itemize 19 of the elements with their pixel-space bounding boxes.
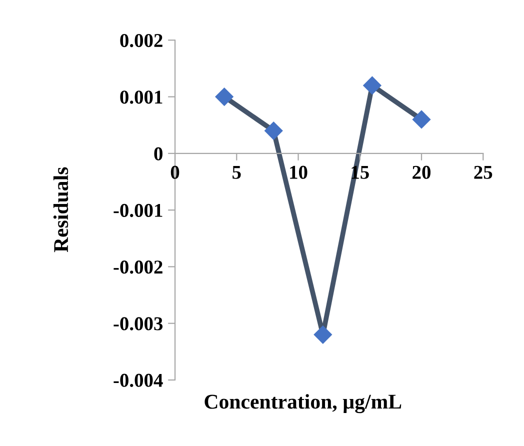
x-axis-title: Concentration, µg/mL bbox=[204, 394, 402, 414]
point bbox=[314, 325, 332, 344]
x-tick-label: 5 bbox=[232, 166, 241, 179]
x-tick-label: 10 bbox=[290, 166, 308, 179]
y-tick-label: -0.004 bbox=[114, 374, 163, 388]
x-tick-label: 25 bbox=[474, 166, 492, 179]
point bbox=[412, 110, 431, 129]
y-tick-label: -0.003 bbox=[114, 317, 163, 330]
y-tick-label: 0.002 bbox=[120, 34, 162, 48]
y-tick-label: 0 bbox=[154, 147, 162, 160]
point bbox=[362, 76, 382, 95]
y-tick-label: -0.001 bbox=[114, 204, 162, 218]
point bbox=[214, 87, 234, 106]
x-tick-label: 20 bbox=[412, 166, 430, 179]
y-tick-label: 0.001 bbox=[120, 90, 162, 104]
point bbox=[264, 121, 283, 140]
y-axis-title: Residuals bbox=[53, 167, 68, 252]
x-tick-label: 0 bbox=[170, 166, 180, 179]
y-tick-label: -0.002 bbox=[114, 260, 162, 274]
